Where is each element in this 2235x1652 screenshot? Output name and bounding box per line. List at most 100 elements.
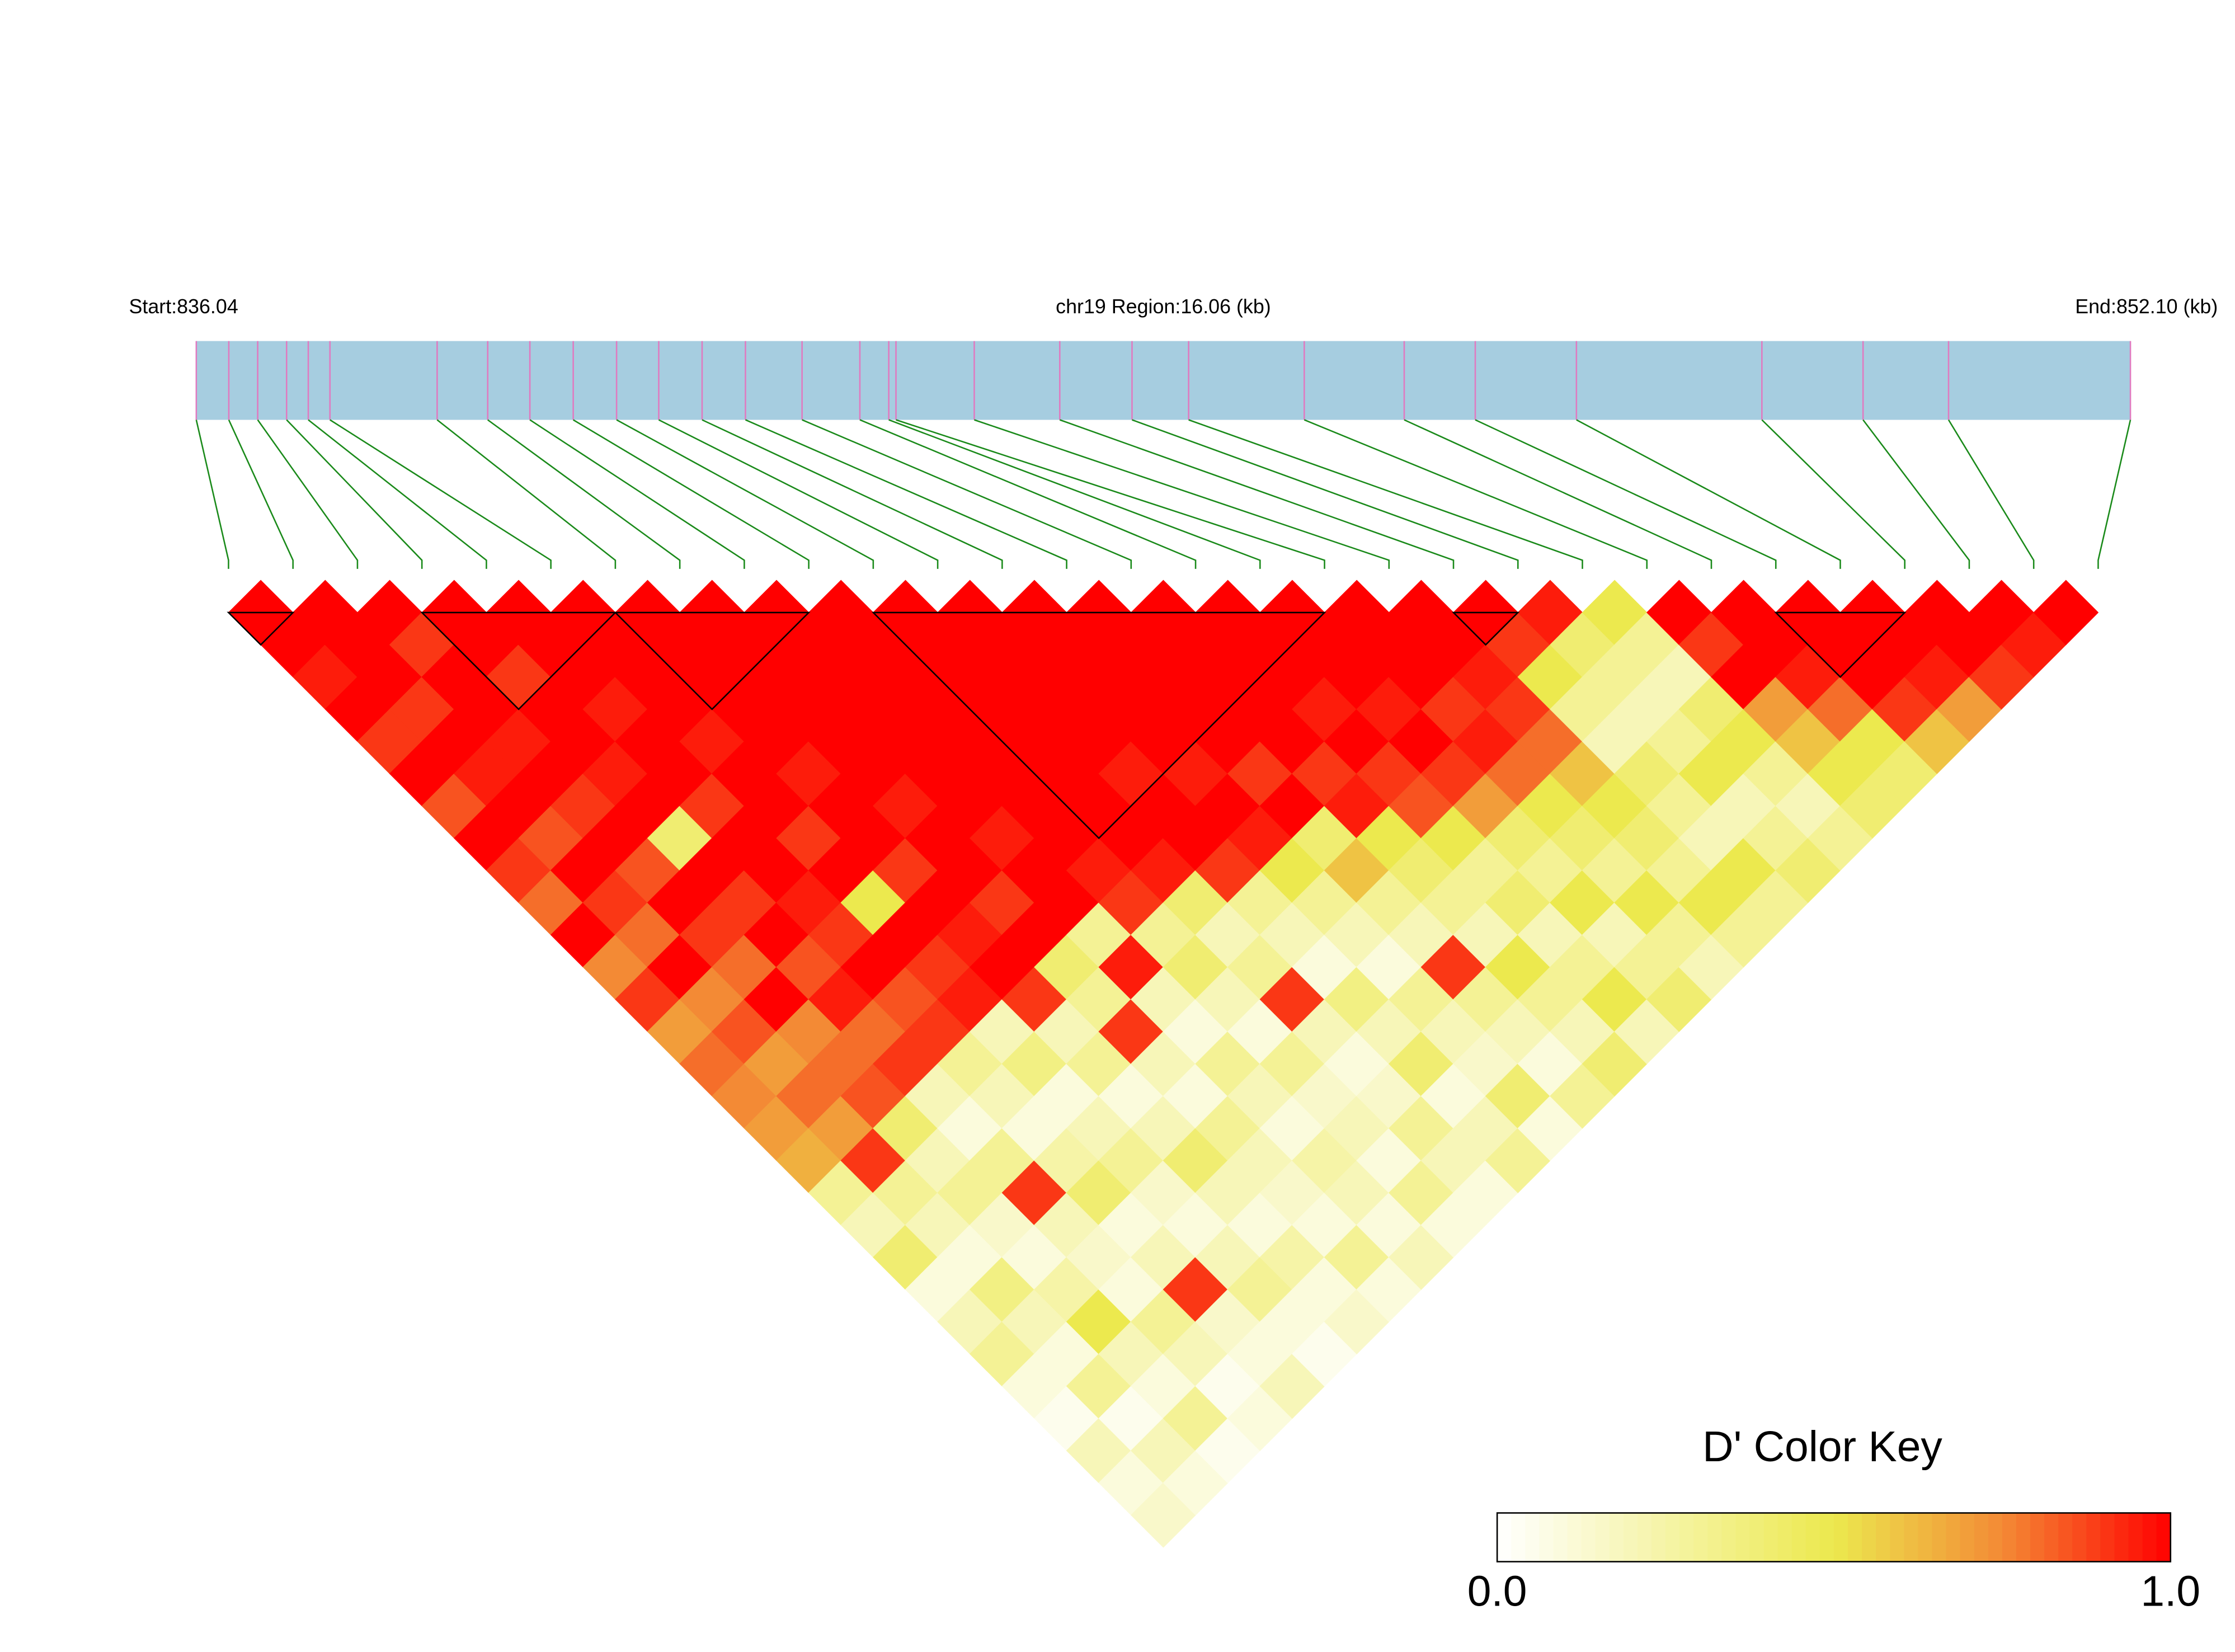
ld-cell [1066,966,1132,1032]
colorbar-tick-label: 1.0 [2140,1568,2200,1616]
colorbar-tick-label: 0.0 [1467,1568,1527,1616]
ld-cell [1969,644,2034,710]
snp-link [436,419,617,569]
snp-link [702,419,1003,569]
ld-cell [1808,805,1873,871]
snp-link [658,419,939,569]
colorbar-step [1918,1513,1933,1562]
ld-cell [711,612,777,677]
ld-cell [1582,966,1648,1032]
ld-cell [1227,612,1293,677]
start-label: Start:836.04 [129,295,238,318]
colorbar-step [1665,1513,1681,1562]
colorbar-step [1525,1513,1540,1562]
ld-cell [1614,999,1680,1065]
colorbar-step [1777,1513,1793,1562]
ld-block [871,611,1326,840]
end-label: End:852.10 (kb) [2075,295,2218,318]
colorbar-step [1763,1513,1778,1562]
snp-link [1947,419,2035,569]
colorbar-step [1749,1513,1765,1562]
ld-cell [647,676,713,742]
snp-link [487,419,681,569]
ld-cell [1195,966,1261,1032]
ld-block [420,611,617,710]
snp-link [1059,419,1455,569]
colorbar-step [1623,1513,1639,1562]
colorbar-step [2086,1513,2101,1562]
colorbar-step [2030,1513,2045,1562]
colorbar-step [1637,1513,1653,1562]
colorbar-step [1848,1513,1863,1562]
colorbar-step [2156,1513,2172,1562]
ld-cell [1550,1063,1615,1129]
snp-link [257,419,359,569]
ld-block [1451,611,1520,646]
ld-cell [1646,966,1712,1032]
colorbar-step [1721,1513,1737,1562]
ld-cell [679,966,745,1032]
snp-link [802,419,1132,569]
colorbar-step [2100,1513,2115,1562]
ld-cell [1098,612,1164,677]
colorbar-step [1539,1513,1554,1562]
ld-cell [873,966,938,1032]
snp-link [1132,419,1519,569]
snp-link [2097,420,2132,569]
snp-link [859,419,1197,569]
ld-cell [615,966,680,1032]
colorbar-step [1862,1513,1877,1562]
colorbar-step [2142,1513,2157,1562]
colorbar-step [1595,1513,1611,1562]
colorbar-step [1567,1513,1582,1562]
ld-cell [808,580,874,646]
colorbar-step [1609,1513,1625,1562]
region-label: chr19 Region:16.06 (kb) [1056,295,1271,318]
colorbar-step [1581,1513,1596,1562]
snp-link [286,419,423,569]
ld-block [227,611,295,646]
colorbar-step [1693,1513,1709,1562]
colorbar-step [1876,1513,1891,1562]
snp-link [330,419,552,569]
colorbar-title: D' Color Key [1702,1423,1942,1471]
ld-block [613,611,811,710]
snp-link [974,419,1390,569]
colorbar-step [1960,1513,1975,1562]
colorbar-step [1890,1513,1905,1562]
ld-cell [1517,966,1583,1032]
snp-link [228,419,294,569]
snp-link [529,419,745,569]
colorbar-step [1707,1513,1723,1562]
snp-link [1188,419,1583,569]
colorbar-step [2072,1513,2087,1562]
colorbar-step [2128,1513,2143,1562]
snp-link [1475,419,1777,569]
colorbar-step [2016,1513,2031,1562]
snp-link [1862,419,1970,569]
colorbar-step [1511,1513,1526,1562]
ld-cell [808,966,874,1032]
colorbar-frame [1496,1512,2172,1562]
colorbar-step [1932,1513,1947,1562]
colorbar-step [2044,1513,2059,1562]
colorbar-step [1805,1513,1821,1562]
colorbar-step [1791,1513,1807,1562]
colorbar-step [2002,1513,2017,1562]
colorbar-step [1679,1513,1695,1562]
colorbar-step [2114,1513,2129,1562]
snp-link [308,419,487,569]
snp-link [616,419,874,569]
colorbar-step [1974,1513,1989,1562]
ld-cell [1098,1450,1164,1516]
snp-link [572,419,810,569]
ld-cell [1775,837,1841,903]
snp-link [1304,419,1648,569]
snp-link [745,419,1067,569]
colorbar-step [1553,1513,1568,1562]
snp-link [1576,419,1841,569]
colorbar-step [1904,1513,1919,1562]
snp-link [896,419,1325,569]
ld-cell [1872,741,1938,807]
